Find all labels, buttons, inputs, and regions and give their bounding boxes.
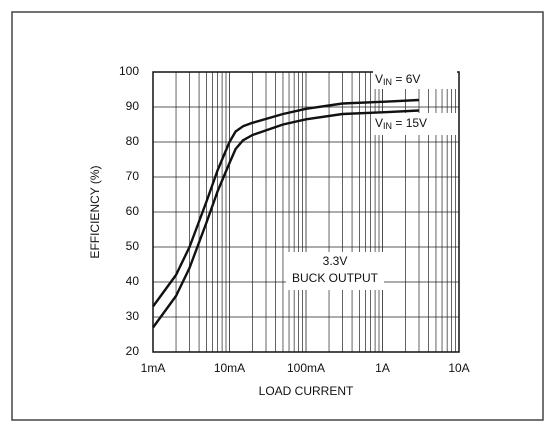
- x-tick-label: 1mA: [141, 361, 166, 375]
- label-box: [373, 113, 457, 135]
- label-sub: IN: [383, 121, 392, 131]
- label-rest: = 6V: [392, 72, 420, 86]
- label-box: [373, 69, 457, 89]
- y-tick-label: 20: [126, 344, 140, 358]
- x-tick-label: 10mA: [214, 361, 245, 375]
- y-tick-label: 100: [119, 64, 139, 78]
- y-tick-label: 30: [126, 309, 140, 323]
- x-tick-label: 1A: [375, 361, 390, 375]
- series-line: [152, 109, 420, 329]
- series-label: VIN = 6V: [375, 72, 420, 87]
- y-tick-label: 40: [126, 274, 140, 288]
- frame: [11, 11, 544, 421]
- annotation: 3.3V: [323, 254, 348, 268]
- label-rest: = 15V: [392, 116, 427, 130]
- y-tick-label: 60: [126, 204, 140, 218]
- y-tick-label: 80: [126, 134, 140, 148]
- plot-border: [152, 71, 460, 353]
- x-tick-label: 10A: [448, 361, 469, 375]
- x-tick-label: 100mA: [287, 361, 325, 375]
- series-label: VIN = 15V: [375, 116, 427, 131]
- y-axis-label: EFFICIENCY (%): [88, 165, 102, 258]
- annotation-box: [286, 252, 384, 290]
- series-line: [152, 98, 420, 308]
- label-base: V: [375, 72, 383, 86]
- label-sub: IN: [383, 77, 392, 87]
- y-tick-label: 70: [126, 169, 140, 183]
- label-base: V: [375, 116, 383, 130]
- x-axis-label: LOAD CURRENT: [259, 384, 354, 398]
- y-tick-label: 90: [126, 99, 140, 113]
- annotation: BUCK OUTPUT: [292, 271, 379, 285]
- y-tick-label: 50: [126, 239, 140, 253]
